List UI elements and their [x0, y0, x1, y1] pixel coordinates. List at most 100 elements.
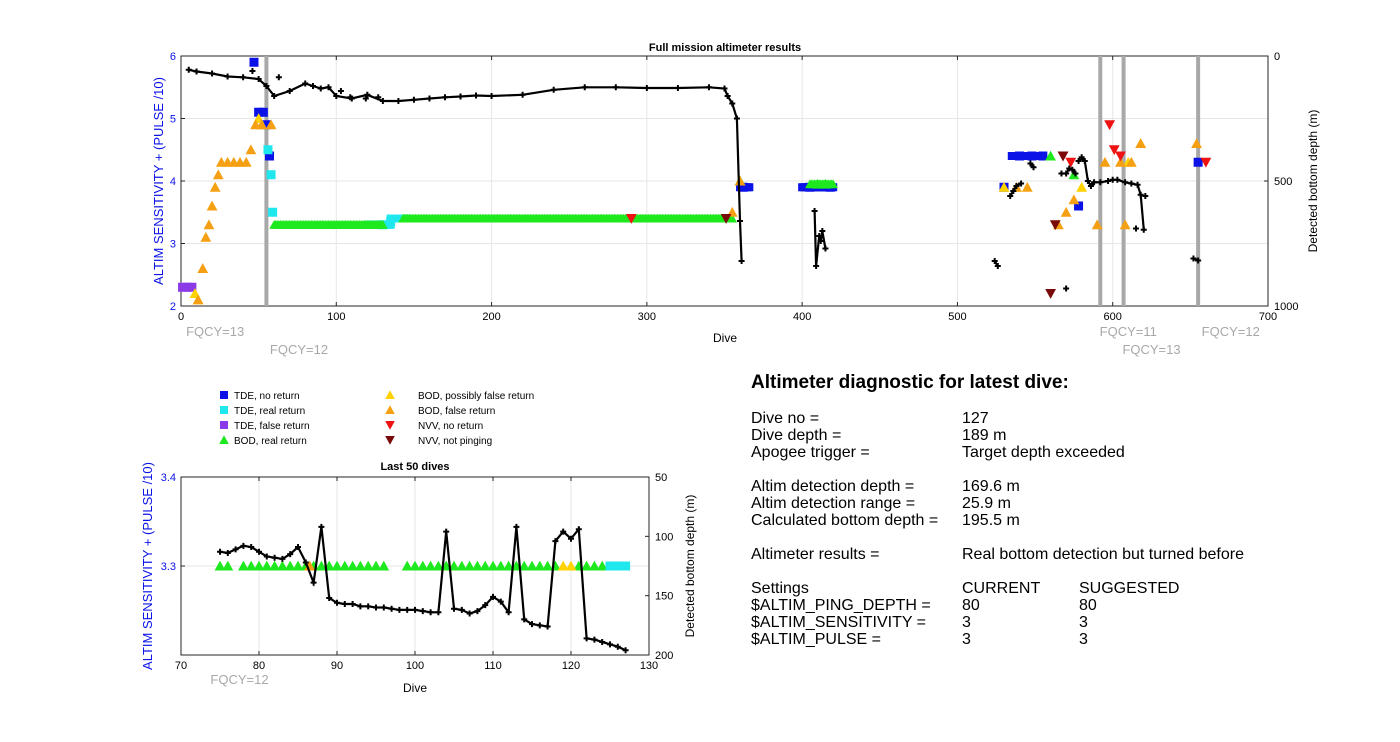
bod-real-return-marker	[448, 560, 460, 571]
depth-point	[317, 85, 324, 92]
depth-point	[1063, 170, 1070, 177]
depth-point	[721, 85, 728, 92]
y-right-tick-label: 0	[1274, 51, 1280, 63]
bod-real-return-marker	[425, 560, 436, 571]
dive-no-label: Dive no =	[751, 410, 820, 427]
bod-real-return-marker	[316, 560, 327, 571]
depth-line-segment	[1077, 155, 1145, 230]
bod-real-return-marker	[362, 560, 374, 571]
bod-real-return-marker	[269, 560, 280, 571]
depth-point	[341, 600, 348, 607]
depth-point	[388, 605, 395, 612]
fqcy-label: FQCY=12	[1202, 324, 1260, 339]
bod-false-return-marker	[1091, 219, 1103, 230]
bod-real-return-marker	[401, 560, 413, 571]
chart2-ylabel-right: Detected bottom depth (m)	[683, 495, 697, 638]
depth-point	[1122, 179, 1129, 186]
apogee-trigger-label: Apogee trigger =	[751, 444, 870, 461]
x-tick-label: 130	[640, 660, 658, 672]
depth-point	[240, 74, 247, 81]
y-right-tick-label: 150	[655, 591, 673, 603]
y-tick-label: 3.4	[161, 472, 176, 484]
bod-false-return-marker	[197, 263, 209, 273]
depth-point	[737, 218, 744, 224]
depth-point	[822, 245, 829, 252]
depth-point	[458, 606, 465, 613]
depth-point	[729, 100, 736, 107]
bod-real-return-marker	[214, 560, 226, 571]
x-tick-label: 200	[482, 311, 500, 323]
depth-point	[337, 88, 344, 94]
tde-no-return-marker	[1027, 151, 1037, 161]
legend-marker	[385, 421, 395, 430]
last-50-dives-chart: Last 50 dives Dive ALTIM SENSITIVITY + (…	[140, 461, 697, 695]
altimeter-results-row: Altimeter results = Real bottom detection…	[751, 546, 1244, 563]
y-tick-label: 5	[170, 114, 176, 126]
y-right-tick-label: 500	[1274, 176, 1292, 188]
depth-point	[519, 91, 526, 98]
depth-point	[248, 544, 255, 551]
depth-point	[240, 542, 247, 549]
depth-point	[490, 593, 496, 600]
depth-point	[643, 85, 650, 91]
depth-point	[217, 548, 223, 555]
tde-no-return-marker	[261, 120, 271, 130]
depth-point	[1078, 154, 1085, 161]
depth-point	[552, 538, 559, 545]
altim-detection-range-label: Altim detection range =	[751, 495, 916, 512]
depth-point	[497, 598, 504, 605]
depth-point	[255, 76, 262, 82]
bod-real-return-marker	[472, 560, 483, 571]
bod-real-return-marker	[495, 560, 507, 571]
legend-label: TDE, no return	[234, 391, 300, 402]
bod-false-return-marker	[734, 175, 746, 186]
bod-real-return-marker	[820, 178, 831, 189]
tde-real-return-marker	[621, 561, 631, 571]
depth-point	[1140, 226, 1147, 233]
depth-point	[482, 602, 489, 609]
nvv-not-pinging-marker	[1045, 289, 1056, 299]
setting-label: $ALTIM_SENSITIVITY =	[751, 614, 927, 631]
depth-point	[674, 85, 681, 91]
apogee-trigger-value: Target depth exceeded	[962, 444, 1125, 461]
depth-point	[474, 608, 481, 615]
depth-point	[325, 84, 332, 91]
depth-point	[581, 84, 588, 91]
depth-point	[295, 544, 301, 551]
depth-point	[738, 258, 745, 264]
y-right-tick-label: 200	[655, 650, 673, 662]
depth-point	[1114, 176, 1121, 183]
depth-point	[1133, 225, 1140, 232]
depth-point	[1097, 179, 1104, 186]
legend-label: BOD, possibly false return	[418, 391, 534, 402]
setting-suggested: 80	[1079, 597, 1097, 614]
bod-possibly-false-return-marker	[557, 560, 569, 571]
bod-real-return-marker	[261, 560, 273, 571]
x-tick-label: 80	[253, 660, 265, 672]
bod-false-return-marker	[200, 231, 212, 242]
setting-suggested: 3	[1079, 614, 1088, 631]
legend-marker	[385, 436, 395, 445]
depth-point	[334, 599, 340, 606]
legend-marker	[219, 435, 229, 444]
depth-point	[733, 115, 740, 122]
tde-no-return-marker	[1038, 151, 1048, 161]
depth-point	[1190, 255, 1197, 262]
bod-false-return-marker	[1021, 181, 1033, 192]
y-right-tick-label: 100	[655, 531, 673, 543]
bod-false-return-marker	[265, 119, 277, 130]
tde-no-return-marker	[738, 182, 748, 192]
fqcy-label: FQCY=12	[270, 342, 328, 357]
bod-false-return-marker	[1125, 156, 1137, 167]
bod-false-return-marker	[1115, 156, 1126, 167]
dive-no-value: 127	[962, 410, 989, 427]
nvv-no-return-marker	[1108, 145, 1120, 156]
x-tick-label: 100	[406, 660, 424, 672]
bod-real-return-marker	[331, 560, 343, 571]
depth-point	[591, 636, 598, 643]
setting-label: $ALTIM_PULSE =	[751, 631, 881, 648]
depth-point	[1007, 193, 1014, 199]
legend-label: BOD, real return	[234, 436, 307, 447]
depth-point	[599, 638, 606, 645]
depth-point	[302, 80, 309, 87]
